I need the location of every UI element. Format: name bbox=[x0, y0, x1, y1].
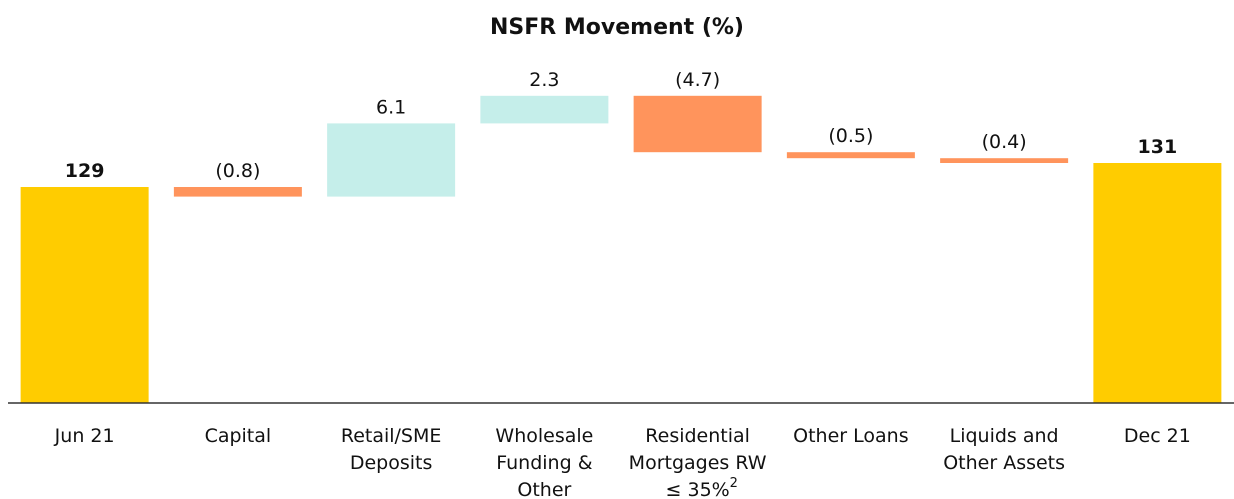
bar bbox=[480, 95, 609, 124]
x-tick-label: Other Loans bbox=[793, 425, 908, 447]
bar bbox=[20, 187, 149, 403]
x-tick-label: Retail/SME Deposits bbox=[341, 425, 442, 474]
bar bbox=[786, 152, 915, 159]
chart-title: NSFR Movement (%) bbox=[490, 15, 744, 40]
value-label: (4.7) bbox=[675, 69, 720, 91]
bar bbox=[1093, 163, 1222, 403]
bar bbox=[633, 95, 762, 153]
footnote-marker: 2 bbox=[730, 476, 738, 491]
x-tick-label: Residential Mortgages RW ≤ 35% bbox=[629, 425, 767, 499]
value-label: (0.4) bbox=[982, 131, 1027, 153]
x-tick-label: Dec 21 bbox=[1124, 425, 1191, 447]
x-tick-label: Wholesale Funding & Other bbox=[495, 425, 593, 499]
bar bbox=[940, 158, 1069, 163]
x-tick-label: Jun 21 bbox=[54, 425, 115, 447]
value-label: (0.5) bbox=[828, 125, 873, 147]
bar bbox=[173, 187, 302, 197]
value-label: 6.1 bbox=[376, 96, 406, 118]
x-tick-label: Capital bbox=[205, 425, 272, 447]
bar bbox=[327, 123, 456, 197]
value-label: 129 bbox=[65, 160, 105, 182]
value-label: 2.3 bbox=[529, 69, 559, 91]
value-label: (0.8) bbox=[215, 160, 260, 182]
x-tick-label: Liquids and Other Assets bbox=[943, 425, 1065, 474]
value-label: 131 bbox=[1138, 136, 1178, 158]
